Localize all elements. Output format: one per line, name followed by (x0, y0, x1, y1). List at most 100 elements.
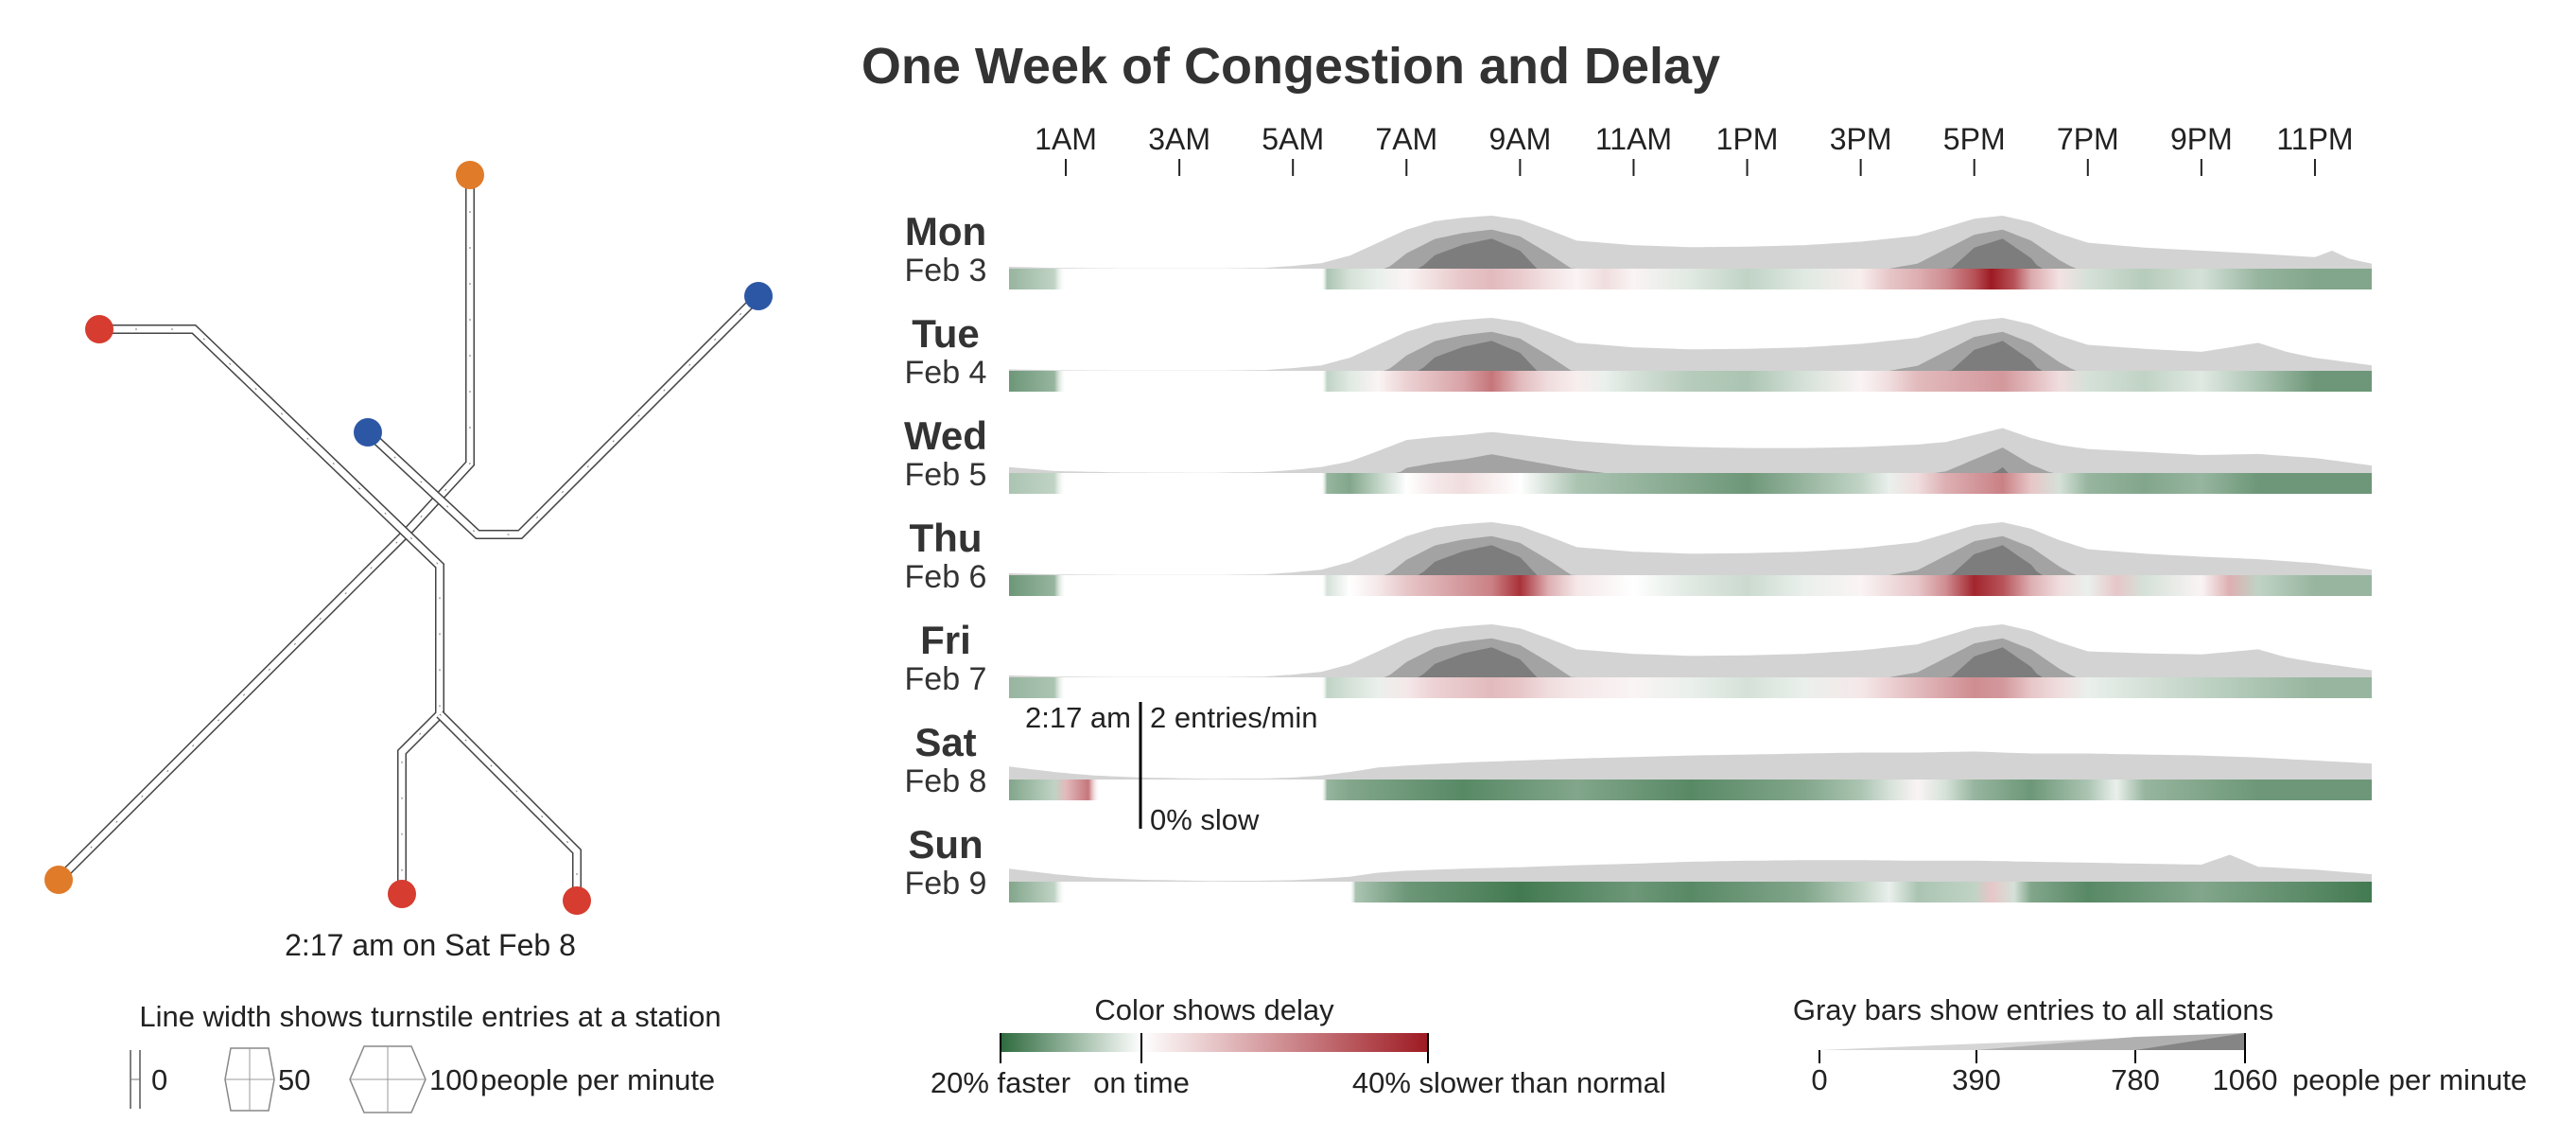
line-width-legend-value-100: 100 (429, 1063, 479, 1096)
entries-area-light (1009, 318, 2372, 371)
station-blue-terminal-northeast[interactable] (744, 282, 773, 310)
station-blue-terminal-west[interactable] (354, 418, 382, 447)
day-date-label: Feb 4 (905, 355, 987, 391)
entries-legend-wedge-dark (2135, 1033, 2245, 1050)
delay-strip[interactable] (1009, 882, 2372, 902)
station-red-terminal-south-b[interactable] (563, 886, 591, 915)
day-date-label: Feb 8 (905, 763, 987, 799)
track-outline (364, 292, 762, 539)
readout-entries: 2 entries/min (1150, 701, 1317, 734)
delay-color-legend: Color shows delay 20% faster on time 40%… (931, 993, 1666, 1099)
track-fill (56, 175, 474, 883)
day-date-label: Feb 3 (905, 253, 987, 289)
day-name-label: Thu (910, 516, 983, 560)
entries-area-light (1009, 854, 2372, 882)
entries-area-mid (1009, 447, 2372, 473)
day-name-label: Tue (912, 311, 980, 356)
line-width-legend: Line width shows turnstile entries at a … (130, 1000, 722, 1113)
track-station-ticks (58, 175, 471, 881)
delay-legend-label-faster: 20% faster (931, 1066, 1070, 1099)
day-name-label: Fri (920, 618, 971, 662)
hour-tick-label: 3PM (1830, 122, 1892, 156)
readout-delay: 0% slow (1150, 803, 1260, 836)
delay-legend-colorbar (1001, 1033, 1428, 1052)
entries-area-dark (1009, 545, 2372, 575)
readout-time: 2:17 am (1025, 701, 1131, 734)
station-red-terminal-northwest[interactable] (85, 315, 113, 343)
line-width-legend-value-0: 0 (151, 1063, 167, 1096)
delay-strip[interactable] (1009, 677, 2372, 698)
hour-tick-label: 11PM (2276, 122, 2353, 156)
day-date-label: Feb 9 (905, 866, 987, 902)
day-date-label: Feb 7 (905, 661, 987, 697)
line-width-legend-glyph-0 (130, 1050, 141, 1109)
delay-strip[interactable] (1009, 780, 2372, 800)
delay-legend-label-slower: 40% slower (1352, 1066, 1504, 1099)
track-station-ticks (367, 295, 759, 535)
entries-legend-tick-390: 390 (1952, 1063, 2001, 1096)
entries-area-light (1009, 522, 2372, 575)
entries-area-dark (1009, 341, 2372, 371)
day-date-label: Feb 6 (905, 559, 987, 595)
delay-strip[interactable] (1009, 473, 2372, 494)
day-date-label: Feb 5 (905, 457, 987, 493)
entries-gray-legend: Gray bars show entries to all stations 0… (1793, 993, 2527, 1096)
track-fill (99, 325, 444, 894)
hour-tick-label: 9AM (1488, 122, 1551, 156)
entries-legend-tick-1060: 1060 (2213, 1063, 2278, 1096)
line-width-legend-glyph-50 (224, 1047, 275, 1112)
station-orange-terminal-north[interactable] (456, 161, 484, 189)
entries-legend-unit: people per minute (2292, 1063, 2527, 1096)
chart-title: One Week of Congestion and Delay (862, 38, 1720, 95)
entries-area-light (1009, 428, 2372, 473)
entries-area-dark (1009, 238, 2372, 269)
day-name-label: Wed (904, 413, 987, 458)
line-width-legend-glyph-100 (349, 1045, 426, 1113)
hour-tick-label: 11AM (1595, 122, 1672, 156)
delay-legend-label-normal: than normal (1511, 1066, 1666, 1099)
time-readout: 2:17 am 2 entries/min 0% slow (1025, 701, 1317, 836)
map-time-caption: 2:17 am on Sat Feb 8 (285, 928, 576, 962)
hour-tick-label: 1AM (1035, 122, 1097, 156)
station-red-terminal-south-a[interactable] (388, 880, 416, 908)
entries-area-dark (1009, 647, 2372, 677)
delay-strip[interactable] (1009, 575, 2372, 596)
line-width-legend-value-50: 50 (278, 1063, 310, 1096)
day-name-label: Mon (905, 209, 986, 254)
day-name-label: Sun (908, 822, 983, 867)
line-width-legend-unit: people per minute (480, 1063, 715, 1096)
hour-tick-label: 7PM (2057, 122, 2119, 156)
entries-area-light (1009, 751, 2372, 780)
track-fill (365, 293, 761, 538)
line-width-legend-title: Line width shows turnstile entries at a … (139, 1000, 721, 1033)
hour-tick-label: 9PM (2170, 122, 2233, 156)
delay-legend-title: Color shows delay (1094, 993, 1334, 1026)
delay-strip[interactable] (1009, 371, 2372, 392)
hour-tick-label: 5AM (1262, 122, 1324, 156)
entries-area-light (1009, 624, 2372, 677)
entries-legend-tick-0: 0 (1811, 1063, 1827, 1096)
track-outline (99, 324, 444, 894)
delay-strip[interactable] (1009, 269, 2372, 289)
hour-tick-label: 3AM (1148, 122, 1210, 156)
track-fill (437, 711, 581, 901)
delay-legend-label-on-time: on time (1093, 1066, 1190, 1099)
hour-axis: 1AM 3AM 5AM 7AM 9AM 11AM 1PM 3PM 5PM 7PM 9PM 11PM (1035, 122, 2354, 176)
hour-tick-label: 1PM (1716, 122, 1779, 156)
transit-map (44, 161, 773, 915)
track-station-ticks (439, 713, 578, 901)
station-orange-terminal-southwest[interactable] (44, 866, 73, 894)
hour-tick-label: 5PM (1943, 122, 2006, 156)
track-outline (436, 710, 582, 901)
entries-legend-tick-780: 780 (2111, 1063, 2160, 1096)
entries-legend-title: Gray bars show entries to all stations (1793, 993, 2273, 1026)
